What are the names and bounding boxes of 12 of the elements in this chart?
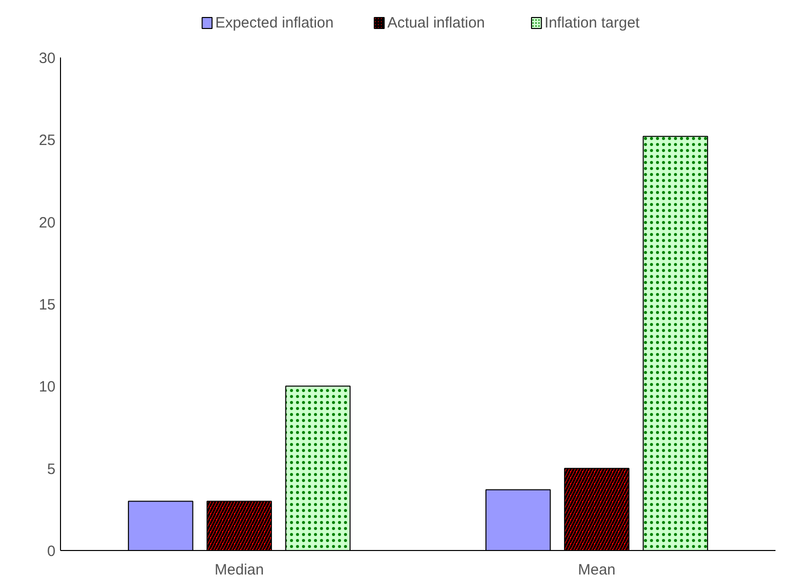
y-tick-label: 30 [38, 50, 56, 67]
legend-label: Expected inflation [215, 14, 334, 32]
y-tick-label: 0 [47, 543, 56, 560]
x-tick-label: Mean [578, 562, 616, 578]
y-tick-label: 20 [38, 214, 56, 232]
y-tick-label: 25 [38, 132, 56, 150]
y-tick-label: 5 [47, 460, 56, 478]
legend-label: Inflation target [544, 14, 640, 32]
legend-label: Actual inflation [387, 14, 485, 32]
y-tick-label: 15 [38, 296, 56, 314]
y-tick-label: 10 [38, 378, 56, 396]
x-tick-label: Median [214, 562, 264, 578]
